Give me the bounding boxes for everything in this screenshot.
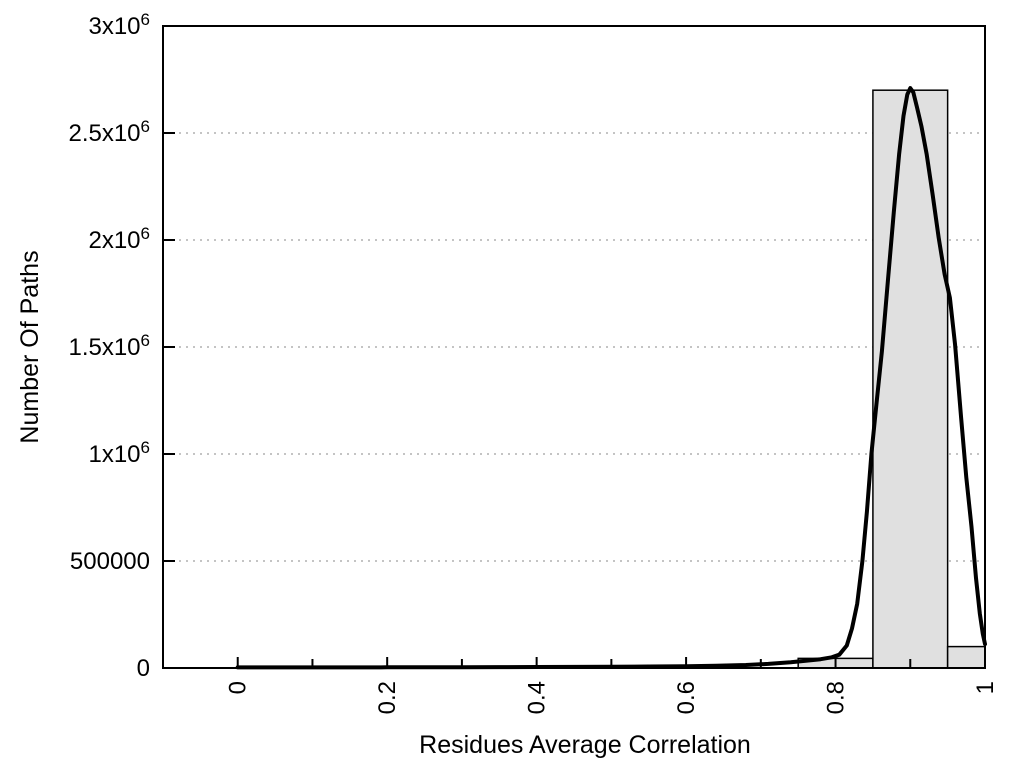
- x-tick-label: 1: [972, 681, 999, 694]
- plot-frame: [162, 25, 986, 669]
- x-tick-label: 0.4: [524, 681, 551, 714]
- fit-curve: [235, 86, 987, 670]
- x-tick-label: 0.6: [673, 681, 700, 714]
- y-tick-label-base: 3x10: [88, 13, 140, 40]
- y-tick-label: 500000: [70, 548, 150, 575]
- x-tick-label: 0.8: [823, 681, 850, 714]
- gridlines: [165, 132, 981, 562]
- y-tick-label-exponent: 6: [141, 10, 150, 29]
- y-axis-title: Number Of Paths: [16, 250, 44, 443]
- x-tick-labels: 0 0.2 0.4 0.6 0.8 1: [225, 681, 999, 714]
- y-tick-label-base: 0: [137, 655, 150, 682]
- y-tick-label: 0: [137, 655, 150, 682]
- histogram-bar: [872, 89, 949, 669]
- plot-area: [162, 25, 987, 670]
- y-tick-label-base: 2x10: [88, 227, 140, 254]
- y-tick-label-base: 500000: [70, 548, 150, 575]
- histogram-bars: [797, 89, 986, 669]
- y-tick-label: 1.5x106: [68, 331, 150, 361]
- y-tick-label: 3x106: [88, 10, 150, 40]
- y-tick-label-base: 1.5x10: [68, 334, 140, 361]
- y-tick-label: 1x106: [88, 438, 150, 468]
- x-axis-title: Residues Average Correlation: [419, 731, 751, 759]
- x-tick-label: 0.2: [374, 681, 401, 714]
- y-tick-label-base: 2.5x10: [68, 120, 140, 147]
- y-tick-label-exponent: 6: [141, 438, 150, 457]
- y-tick-label-exponent: 6: [141, 331, 150, 350]
- y-tick-label: 2.5x106: [68, 117, 150, 147]
- x-tick-label: 0: [225, 681, 252, 694]
- y-tick-label-exponent: 6: [141, 117, 150, 136]
- histogram-bar: [946, 645, 986, 669]
- y-tick-label-base: 1x10: [88, 441, 140, 468]
- y-tick-label: 2x106: [88, 224, 150, 254]
- y-tick-label-exponent: 6: [141, 224, 150, 243]
